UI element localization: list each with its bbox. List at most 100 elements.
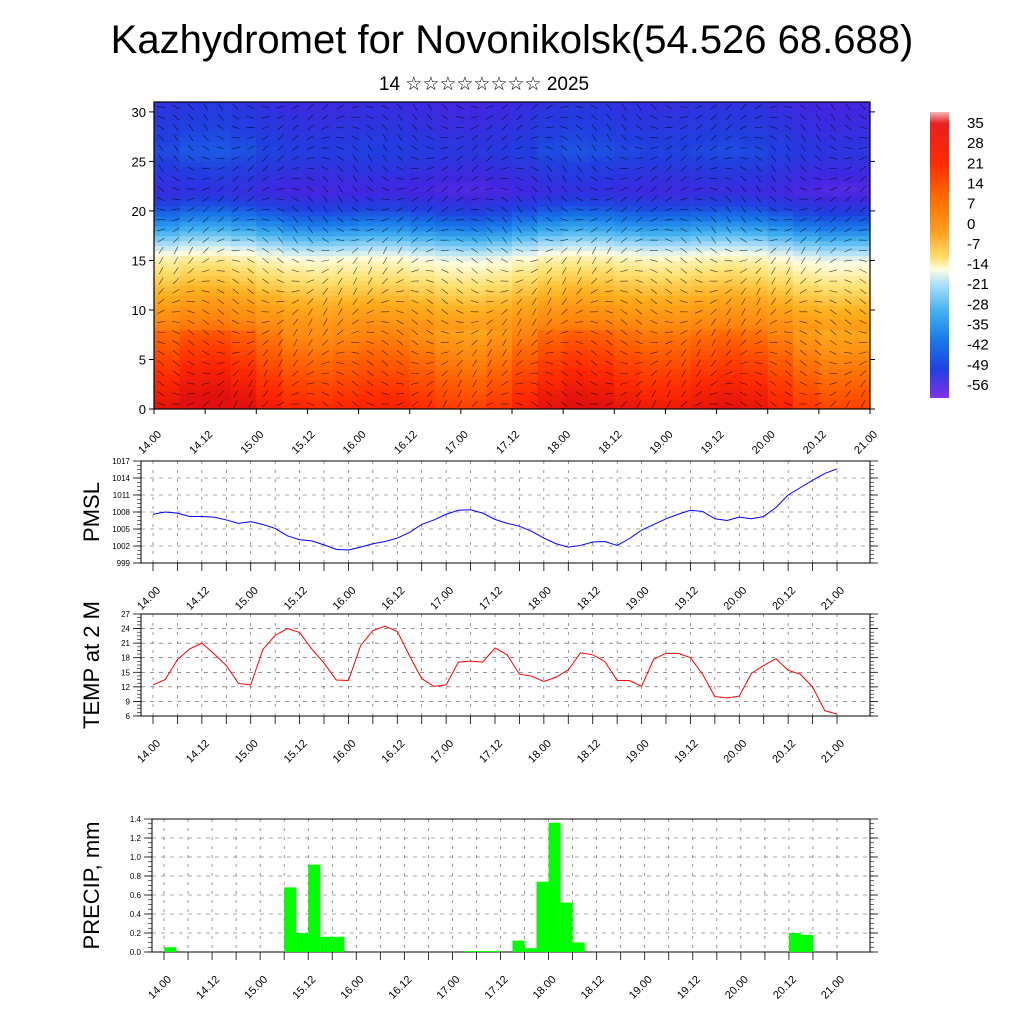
wind-vector	[829, 290, 838, 293]
heatmap-cell	[665, 374, 692, 380]
heatmap-cell	[460, 151, 488, 158]
heatmap-cell	[767, 265, 794, 271]
heatmap-cell	[537, 176, 564, 182]
heatmap-cell	[435, 394, 462, 400]
wind-vector	[396, 371, 404, 376]
wind-vector	[740, 339, 747, 346]
pmsl-series-line	[152, 468, 838, 551]
heatmap-cell	[844, 379, 870, 385]
wind-vector	[829, 269, 838, 273]
heatmap-cell	[537, 191, 564, 197]
wind-vector	[739, 350, 748, 356]
heatmap-cell	[486, 384, 513, 390]
heatmap-cell	[767, 384, 794, 390]
wind-vector	[695, 114, 703, 120]
wind-vector	[232, 206, 239, 213]
heatmap-cell	[512, 399, 539, 405]
heatmap-cell	[742, 285, 769, 291]
wind-vector	[306, 135, 314, 141]
heatmap-cell	[844, 329, 870, 336]
heatmap-cell	[537, 245, 564, 252]
heatmap-cell	[716, 111, 743, 118]
heatmap-cell	[358, 379, 385, 385]
heatmap-cell	[742, 379, 769, 385]
wind-vector	[217, 319, 225, 325]
wind-vector	[665, 359, 672, 367]
wind-vector	[830, 113, 836, 121]
heatmap-cell	[665, 305, 692, 311]
heatmap-cell	[793, 186, 820, 192]
x-tick-label: 18.12	[575, 585, 603, 613]
heatmap-cell	[281, 260, 309, 267]
heatmap-cell	[486, 176, 513, 182]
heatmap-cell	[281, 166, 309, 172]
heatmap-cell	[614, 141, 641, 148]
heatmap-cell	[716, 255, 743, 262]
wind-vector	[232, 288, 239, 295]
wind-vector	[336, 362, 345, 364]
wind-vector	[382, 134, 388, 142]
wind-vector	[695, 391, 703, 397]
wind-vector	[426, 206, 433, 213]
x-tick-label: 19.00	[624, 585, 652, 613]
heatmap-cell	[281, 374, 309, 380]
wind-vector	[694, 188, 703, 190]
heatmap-cell	[409, 225, 436, 232]
heatmap-cell	[691, 384, 718, 390]
wind-vector	[157, 370, 165, 377]
heatmap-cell	[460, 201, 488, 207]
wind-vector	[456, 350, 464, 356]
wind-vector	[246, 218, 255, 221]
heatmap-cell	[256, 379, 283, 385]
heatmap-cell	[512, 191, 539, 197]
wind-vector	[545, 126, 554, 129]
heatmap-cell	[205, 220, 232, 227]
heatmap-cell	[614, 265, 641, 271]
wind-vector	[694, 198, 703, 201]
wind-vector	[261, 218, 270, 221]
heatmap-cell	[639, 305, 667, 311]
wind-vector	[665, 104, 673, 110]
wind-vector	[500, 187, 509, 191]
wind-vector	[530, 136, 539, 140]
wind-vector	[740, 104, 747, 110]
heatmap-cell	[716, 394, 743, 400]
wind-vector	[830, 216, 837, 223]
wind-vector	[366, 391, 374, 397]
heatmap-cell	[818, 156, 846, 163]
heatmap-cell	[512, 344, 539, 351]
wind-vector	[829, 186, 837, 191]
heatmap-cell	[281, 280, 309, 286]
heatmap-cell	[256, 161, 283, 167]
wind-vector	[351, 401, 359, 407]
heatmap-cell	[716, 196, 743, 202]
heatmap-cell	[358, 344, 385, 351]
wind-vector	[649, 259, 658, 262]
heatmap-cell	[333, 106, 360, 113]
heatmap-cell	[614, 225, 641, 232]
wind-vector	[592, 246, 597, 255]
heatmap-cell	[281, 344, 309, 351]
wind-vector	[247, 350, 255, 356]
wind-vector	[859, 268, 867, 273]
heatmap-cell	[154, 220, 181, 227]
heatmap-cell	[563, 270, 590, 276]
wind-vector	[754, 126, 763, 129]
x-tick-label: 15.00	[238, 429, 266, 457]
y-tick-label: 9	[126, 697, 131, 706]
wind-vector	[323, 297, 328, 306]
heatmap-cell	[486, 394, 513, 400]
wind-vector	[427, 103, 433, 111]
wind-vector	[262, 247, 270, 253]
wind-vector	[726, 308, 731, 316]
heatmap-cell	[205, 230, 232, 237]
heatmap-cell	[409, 305, 436, 311]
wind-vector	[830, 247, 837, 254]
wind-vector	[680, 135, 688, 141]
wind-vector	[786, 256, 791, 265]
heatmap-cell	[154, 260, 181, 267]
heatmap-cell	[818, 404, 846, 409]
wind-vector	[486, 391, 493, 397]
wind-vector	[784, 391, 792, 397]
heatmap-cell	[844, 399, 870, 405]
